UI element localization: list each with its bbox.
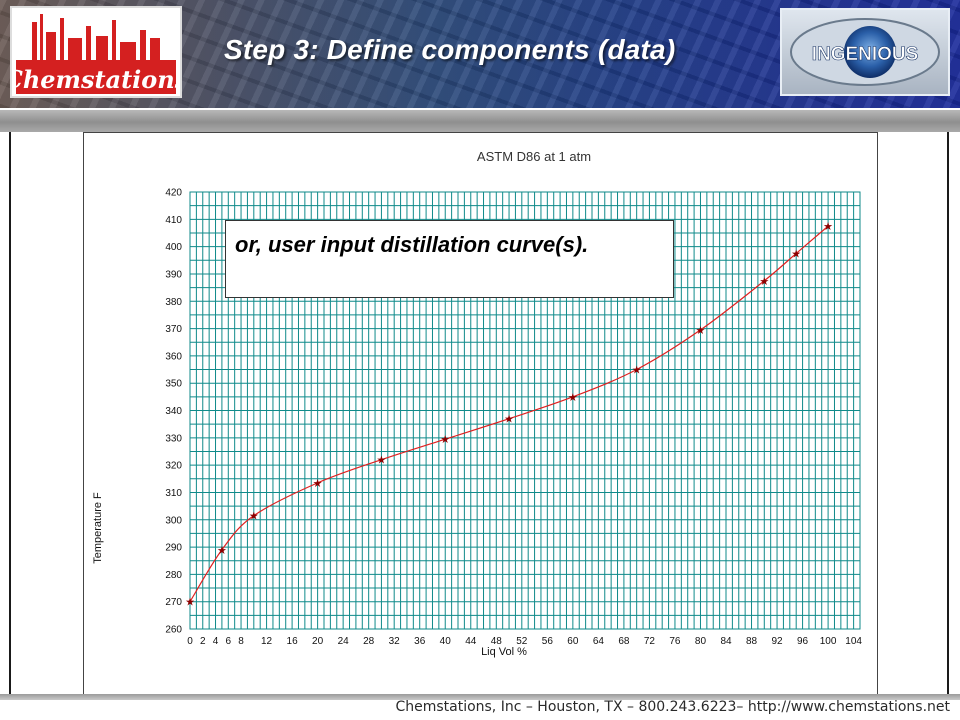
y-tick-label: 410 xyxy=(165,215,182,226)
y-tick-label: 320 xyxy=(165,461,182,472)
x-tick-label: 68 xyxy=(618,636,630,647)
x-tick-label: 28 xyxy=(363,636,375,647)
page-title: Step 3: Define components (data) xyxy=(224,34,676,65)
data-point-marker: ★ xyxy=(440,433,450,446)
data-point-marker: ★ xyxy=(632,364,642,377)
x-tick-label: 20 xyxy=(312,636,324,647)
chemstations-logo-graphic: Chemstations xyxy=(12,8,180,96)
x-tick-label: 84 xyxy=(720,636,732,647)
data-point-marker: ★ xyxy=(696,324,706,337)
data-point-marker: ★ xyxy=(185,596,195,609)
x-tick-label: 12 xyxy=(261,636,273,647)
data-point-marker: ★ xyxy=(759,275,769,288)
chart-series: ★ ★ ★ ★ ★ ★ ★ ★ ★ ★ ★ ★ ★ xyxy=(185,220,833,609)
callout-text: or, user input distillation curve(s). xyxy=(235,232,589,257)
x-tick-label: 56 xyxy=(542,636,554,647)
x-tick-label: 92 xyxy=(771,636,783,647)
x-tick-label: 48 xyxy=(491,636,503,647)
y-tick-label: 300 xyxy=(165,515,182,526)
chart-axes: 0 2 4 6 8 12 16 20 24 28 32 36 40 44 48 52 56 60 64 68 72 76 8… xyxy=(165,188,862,648)
chart-title: ASTM D86 at 1 atm xyxy=(477,149,591,164)
footer-divider xyxy=(0,694,960,700)
data-point-marker: ★ xyxy=(249,510,259,523)
y-tick-label: 330 xyxy=(165,433,182,444)
data-point-marker: ★ xyxy=(313,477,323,490)
y-tick-label: 260 xyxy=(165,625,182,636)
x-tick-label: 24 xyxy=(338,636,350,647)
data-point-marker: ★ xyxy=(376,454,386,467)
y-tick-label: 390 xyxy=(165,269,182,280)
ingenious-logo-graphic: INGENIOUS xyxy=(790,18,940,86)
chart-canvas: 0 2 4 6 8 12 16 20 24 28 32 36 40 44 48 52 56 60 64 68 72 76 8… xyxy=(92,149,862,658)
data-point-marker: ★ xyxy=(217,544,227,557)
series-line xyxy=(189,225,829,603)
y-tick-label: 400 xyxy=(165,242,182,253)
x-tick-label: 36 xyxy=(414,636,426,647)
x-tick-label: 44 xyxy=(465,636,477,647)
data-point-marker: ★ xyxy=(791,247,801,260)
x-tick-label: 88 xyxy=(746,636,758,647)
y-tick-label: 310 xyxy=(165,488,182,499)
header-banner: Chemstations Step 3: Define components (… xyxy=(0,0,960,108)
y-tick-label: 290 xyxy=(165,543,182,554)
x-tick-label: 4 xyxy=(213,636,219,647)
x-tick-label: 60 xyxy=(567,636,579,647)
y-tick-label: 360 xyxy=(165,351,182,362)
data-point-marker: ★ xyxy=(568,391,578,404)
ingenious-logo: INGENIOUS xyxy=(780,8,950,96)
header-divider xyxy=(0,110,960,132)
distillation-chart: 0 2 4 6 8 12 16 20 24 28 32 36 40 44 48 52 56 60 64 68 72 76 8… xyxy=(83,132,878,698)
y-tick-label: 350 xyxy=(165,379,182,390)
x-tick-label: 100 xyxy=(820,636,837,647)
x-tick-label: 76 xyxy=(669,636,681,647)
x-tick-label: 16 xyxy=(287,636,299,647)
x-tick-label: 64 xyxy=(593,636,605,647)
y-axis-label: Temperature F xyxy=(92,492,104,564)
x-tick-label: 40 xyxy=(440,636,452,647)
x-tick-label: 32 xyxy=(389,636,401,647)
chemstations-logo-text: Chemstations xyxy=(12,65,180,94)
x-tick-label: 6 xyxy=(226,636,232,647)
x-tick-label: 2 xyxy=(200,636,206,647)
chemstations-logo: Chemstations xyxy=(10,6,182,98)
x-tick-label: 0 xyxy=(187,636,193,647)
y-tick-label: 280 xyxy=(165,570,182,581)
x-tick-label: 8 xyxy=(238,636,244,647)
callout-box: or, user input distillation curve(s). xyxy=(225,220,674,298)
data-point-marker: ★ xyxy=(504,413,514,426)
x-tick-label: 80 xyxy=(695,636,707,647)
x-tick-label: 104 xyxy=(845,636,862,647)
x-tick-label: 96 xyxy=(797,636,809,647)
y-tick-label: 420 xyxy=(165,188,182,199)
y-tick-label: 270 xyxy=(165,597,182,608)
x-tick-label: 72 xyxy=(644,636,656,647)
slide-frame-right xyxy=(947,132,949,696)
x-axis-label: Liq Vol % xyxy=(481,646,527,658)
y-tick-label: 340 xyxy=(165,406,182,417)
ingenious-logo-text: INGENIOUS xyxy=(812,44,919,65)
footer-text: Chemstations, Inc – Houston, TX – 800.24… xyxy=(395,699,950,715)
y-tick-label: 370 xyxy=(165,324,182,335)
data-point-marker: ★ xyxy=(823,220,833,233)
slide-frame-left xyxy=(9,132,11,696)
y-tick-label: 380 xyxy=(165,297,182,308)
x-tick-label: 52 xyxy=(516,636,528,647)
